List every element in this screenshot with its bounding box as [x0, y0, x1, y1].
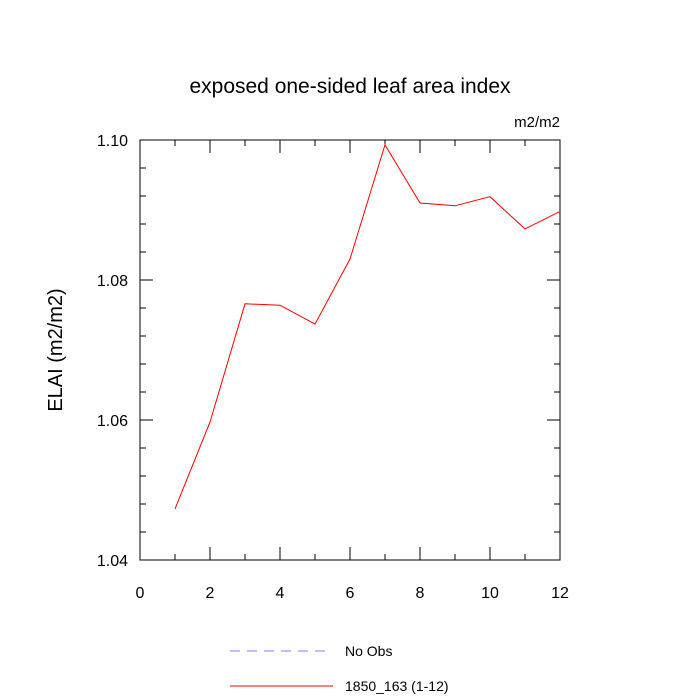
- x-tick-label: 6: [346, 585, 355, 602]
- legend: No Obs 1850_163 (1-12): [230, 643, 449, 694]
- series-line-1: [174, 143, 561, 510]
- series-layer: [174, 143, 561, 510]
- y-axis-label: ELAI (m2/m2): [45, 288, 67, 411]
- x-tick-label: 0: [136, 585, 145, 602]
- units-label: m2/m2: [514, 114, 560, 131]
- y-tick-label: 1.06: [97, 413, 128, 430]
- legend-label-1: 1850_163 (1-12): [345, 678, 449, 694]
- chart-title: exposed one-sided leaf area index: [189, 75, 511, 98]
- y-tick-label: 1.08: [97, 273, 128, 290]
- y-tick-label: 1.10: [97, 133, 128, 150]
- x-tick-label: 4: [276, 585, 285, 602]
- legend-label-0: No Obs: [345, 643, 392, 659]
- x-tick-label: 10: [481, 585, 499, 602]
- x-tick-label: 8: [416, 585, 425, 602]
- x-axis-ticks: 0 2 4 6 8 10 12: [136, 140, 569, 602]
- x-tick-label: 12: [551, 585, 569, 602]
- y-tick-label: 1.04: [97, 553, 128, 570]
- x-tick-label: 2: [206, 585, 215, 602]
- y-axis-ticks: 1.04 1.06 1.08 1.10: [97, 133, 560, 570]
